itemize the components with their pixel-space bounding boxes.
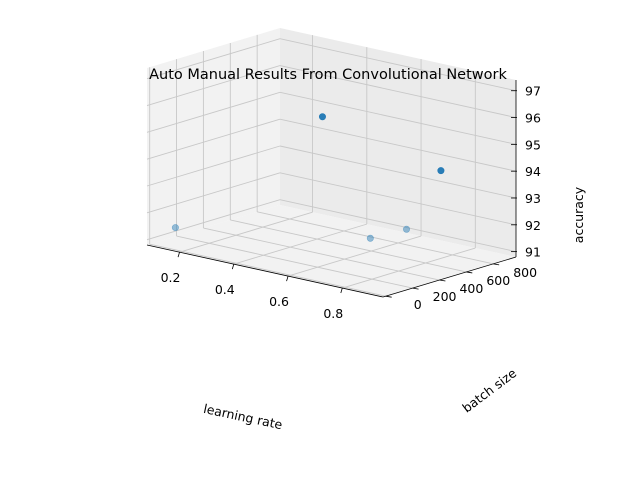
grid-line <box>279 199 517 253</box>
grid-line <box>257 211 494 265</box>
grid-lines <box>146 34 517 297</box>
y-tick-mark <box>493 263 500 266</box>
grid-line <box>230 219 467 273</box>
x-tick-mark <box>286 275 289 282</box>
grid-line <box>146 38 281 80</box>
grid-line <box>146 199 281 241</box>
grid-line <box>279 172 517 226</box>
y-tick-label: 600 <box>486 273 510 288</box>
grid-line <box>203 227 440 281</box>
z-tick-label: 92 <box>525 218 541 233</box>
y-tick-mark <box>412 287 419 290</box>
grid-line <box>279 38 517 92</box>
grid-line <box>146 118 281 160</box>
y-tick-label: 200 <box>433 289 457 304</box>
grid-line <box>149 243 386 297</box>
z-tick-label: 94 <box>525 164 541 179</box>
axis-panes <box>147 28 516 297</box>
data-point <box>366 234 374 242</box>
y-tick-mark <box>385 295 392 298</box>
grid-line <box>279 118 517 172</box>
x-tick-mark <box>231 264 235 270</box>
x-axis-label: learning rate <box>202 401 284 432</box>
z-axis-label: accuracy <box>571 186 586 243</box>
z-tick-label: 96 <box>525 111 541 126</box>
grid-line <box>176 235 413 289</box>
data-point <box>403 225 411 233</box>
grid-line <box>279 145 517 199</box>
z-tick-label: 93 <box>525 191 541 206</box>
z-tick-label: 91 <box>525 245 541 260</box>
pane-floor <box>147 205 516 297</box>
x-tick-label: 0.4 <box>215 282 235 297</box>
z-ticks: 91 92 93 94 95 96 97 <box>511 84 541 260</box>
x-ticks: 0.2 0.4 0.6 0.8 <box>161 252 343 321</box>
z-tick-label: 97 <box>525 84 541 99</box>
x-tick-label: 0.6 <box>269 294 289 309</box>
data-point <box>437 167 445 175</box>
x-tick-label: 0.8 <box>323 306 343 321</box>
data-points <box>171 113 445 242</box>
data-point <box>171 224 179 232</box>
y-tick-mark <box>439 279 446 282</box>
pane-left <box>147 28 280 245</box>
grid-line <box>279 91 517 145</box>
grid-line <box>146 91 281 133</box>
y-tick-mark <box>466 271 473 274</box>
x-tick-mark <box>340 287 343 294</box>
y-tick-label: 0 <box>414 297 422 312</box>
y-tick-label: 800 <box>513 265 537 280</box>
grid-line <box>146 145 281 187</box>
z-tick-label: 95 <box>525 137 541 152</box>
chart-title: Auto Manual Results From Convolutional N… <box>149 67 507 83</box>
grid-line <box>279 65 517 118</box>
x-tick-mark <box>177 252 180 258</box>
x-axis-line <box>146 244 384 298</box>
grid-line <box>146 172 281 214</box>
x-tick-label: 0.2 <box>161 270 181 285</box>
data-point <box>318 113 326 121</box>
pane-back <box>280 28 516 257</box>
y-axis-label: batch size <box>459 365 519 415</box>
y-tick-label: 400 <box>459 281 483 296</box>
grid-line <box>146 65 281 106</box>
